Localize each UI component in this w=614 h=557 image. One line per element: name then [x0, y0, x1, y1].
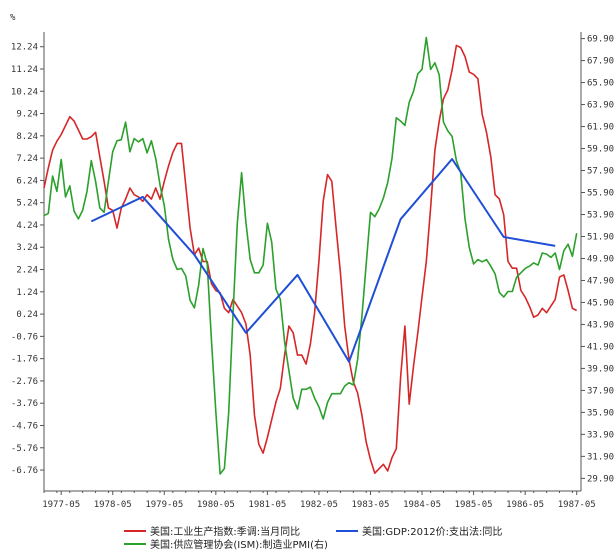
- legend-label-ip: 美国:工业生产指数:季调:当月同比: [150, 525, 300, 538]
- x-tick-label: 1979-05: [145, 500, 183, 510]
- x-tick-label: 1983-05: [352, 500, 390, 510]
- legend-label-gdp: 美国:GDP:2012价:支出法:同比: [362, 525, 502, 538]
- y-right-tick-label: 41.90: [587, 342, 614, 352]
- series-group: [43, 36, 578, 475]
- y-right-tick-label: 67.90: [587, 57, 614, 67]
- y-left-tick-label: -6.76: [11, 466, 38, 476]
- x-tick-label: 1978-05: [94, 500, 132, 510]
- y-right-tick-label: 49.90: [587, 254, 614, 264]
- y-right-tick-label: 63.90: [587, 101, 614, 111]
- y-right-tick-label: 39.90: [587, 364, 614, 374]
- x-tick-label: 1985-05: [455, 500, 493, 510]
- axes-group: 12.24 11.24 10.24 9.24 8.24 7.24 6.24 5.24 4.24 3…: [11, 32, 614, 510]
- y-left-tick-label: 4.24: [16, 221, 38, 231]
- y-left-tick-label: 11.24: [11, 65, 38, 75]
- y-left-tick-label: -2.76: [11, 377, 38, 387]
- x-tick-label: 1984-05: [403, 500, 441, 510]
- y-left-tick-label: 12.24: [11, 43, 38, 53]
- y-right-tick-label: 53.90: [587, 211, 614, 221]
- y-left-tick-label: -0.76: [11, 332, 38, 342]
- y-left-tick-label: -5.76: [11, 444, 38, 454]
- x-tick-label: 1982-05: [300, 500, 338, 510]
- x-tick-label: 1986-05: [506, 500, 544, 510]
- x-tick-label: 1980-05: [197, 500, 235, 510]
- y-left-tick-label: 5.24: [16, 199, 38, 209]
- y-right-tick-label: 51.90: [587, 232, 614, 242]
- y-left-tick-label: 3.24: [16, 243, 38, 253]
- y-right-tick-label: 59.90: [587, 145, 614, 155]
- y-left-tick-label: 6.24: [16, 176, 38, 186]
- y-right-tick-label: 61.90: [587, 123, 614, 133]
- y-left-tick-label: 10.24: [11, 87, 38, 97]
- y-left-tick-label: -3.76: [11, 399, 38, 409]
- x-tick-label: 1981-05: [248, 500, 286, 510]
- y-left-tick-label: 7.24: [16, 154, 38, 164]
- y-right-tick-label: 31.90: [587, 452, 614, 462]
- y-right-tick-label: 65.90: [587, 79, 614, 89]
- y-right-tick-label: 55.90: [587, 189, 614, 199]
- series-line-pmi: [43, 36, 578, 475]
- y-right-tick-label: 35.90: [587, 408, 614, 418]
- x-tick-label: 1987-05: [558, 500, 596, 510]
- y-left-tick-label: 9.24: [16, 110, 38, 120]
- y-left-tick-label: 0.24: [16, 310, 38, 320]
- y-left-tick-label: 8.24: [16, 132, 38, 142]
- y-right-tick-label: 37.90: [587, 386, 614, 396]
- y-left-tick-label: -1.76: [11, 355, 38, 365]
- y-right-tick-label: 47.90: [587, 276, 614, 286]
- legend-label-pmi: 美国:供应管理协会(ISM):制造业PMI(右): [150, 538, 328, 551]
- y-right-tick-label: 45.90: [587, 298, 614, 308]
- y-right-tick-label: 43.90: [587, 320, 614, 330]
- y-left-tick-label: 2.24: [16, 266, 38, 276]
- y-right-tick-label: 57.90: [587, 167, 614, 177]
- y-right-tick-label: 33.90: [587, 430, 614, 440]
- series-line-ip: [43, 44, 578, 475]
- legend: 美国:工业生产指数:季调:当月同比 美国:供应管理协会(ISM):制造业PMI(…: [124, 525, 502, 551]
- y-left-tick-label: 1.24: [16, 288, 38, 298]
- y-axis-unit-label: %: [10, 13, 16, 23]
- series-line-gdp: [90, 158, 556, 363]
- y-left-tick-label: -4.76: [11, 421, 38, 431]
- y-right-tick-label: 69.90: [587, 35, 614, 45]
- x-tick-label: 1977-05: [42, 500, 80, 510]
- y-right-tick-label: 29.90: [587, 474, 614, 484]
